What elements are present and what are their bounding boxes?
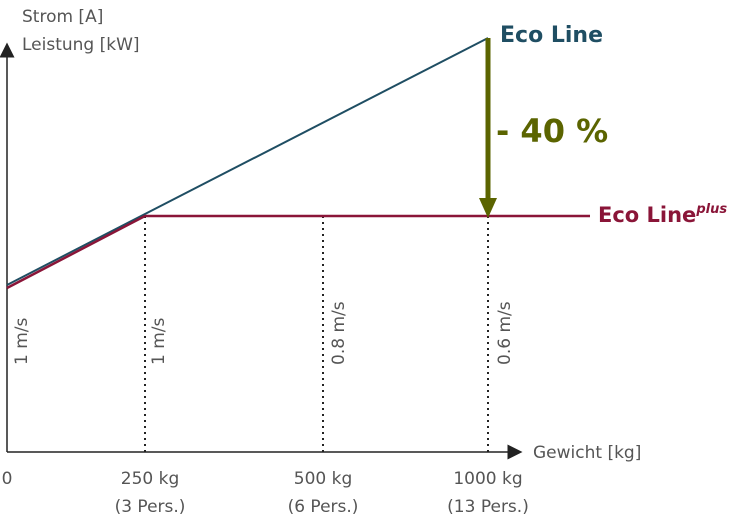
guides (144, 216, 489, 452)
x-tick-persons: (6 Pers.) (288, 497, 359, 517)
y-axis-label: Strom [A] (22, 7, 103, 27)
x-tick-label: 500 kg (294, 469, 353, 489)
x-tick-persons: (3 Pers.) (115, 497, 186, 517)
speed-label: 0.6 m/s (495, 301, 515, 365)
eco-line (6, 37, 489, 286)
reduction-arrowhead (479, 198, 497, 218)
speed-label: 0.8 m/s (329, 301, 349, 365)
series-label: Eco Lineplus (598, 202, 727, 227)
x-tick-label: 0 (2, 469, 13, 489)
speed-label: 1 m/s (149, 317, 169, 365)
y-axis-label: Leistung [kW] (22, 35, 140, 55)
x-axis-label: Gewicht [kg] (533, 443, 641, 463)
eco-line-plus (6, 214, 590, 290)
series-superscript: plus (695, 202, 727, 217)
speed-label: 1 m/s (12, 317, 32, 365)
series-name: Eco Line (598, 203, 696, 227)
x-tick-persons: (13 Pers.) (447, 497, 529, 517)
series-label: Eco Line (500, 23, 603, 48)
x-tick-label: 250 kg (121, 469, 180, 489)
reduction-label: - 40 % (496, 112, 608, 150)
x-tick-label: 1000 kg (453, 469, 522, 489)
